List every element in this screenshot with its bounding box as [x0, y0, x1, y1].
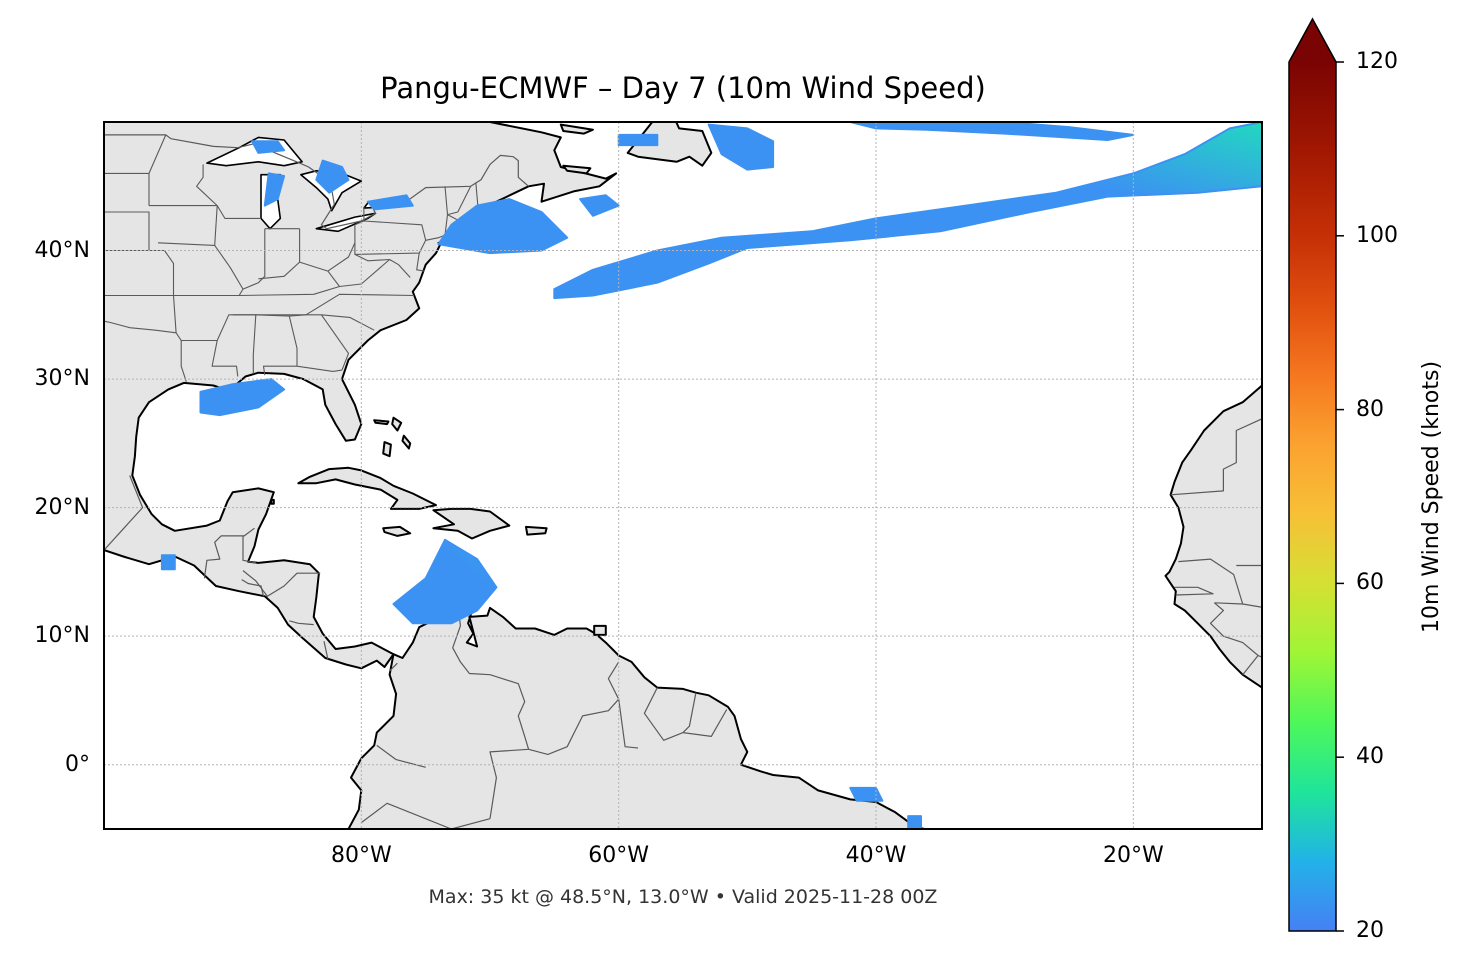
x-tick-label: 80°W [330, 843, 392, 868]
map-layers [104, 122, 1262, 829]
colorbar-label: 10m Wind Speed (knots) [1419, 360, 1444, 634]
pei-land [562, 164, 592, 175]
state-border [320, 314, 350, 371]
country-border [1242, 654, 1262, 676]
gridlines [104, 122, 1262, 829]
country-border [452, 612, 530, 819]
wind-patch-great-lakes-michigan [263, 172, 286, 207]
wind-patch-nova-scotia-patch [579, 194, 620, 217]
hispaniola-land [432, 507, 511, 540]
south-america-land [347, 605, 929, 829]
x-tick-label: 20°W [1102, 843, 1164, 868]
country-border [104, 134, 529, 230]
y-tick-label: 30°N [34, 366, 90, 392]
colorbar-extend-arrow [1289, 19, 1336, 62]
colorbar-gradient [1289, 62, 1336, 931]
country-border [104, 475, 144, 551]
wind-patch-north-atlantic-jet [553, 122, 1262, 300]
bahamas-eleuthera [401, 434, 412, 450]
y-tick-label: 40°N [34, 237, 90, 263]
colorbar-tick-label: 120 [1356, 49, 1398, 74]
colorbar-tick-label: 80 [1356, 396, 1384, 422]
state-border [296, 365, 343, 372]
country-border [376, 744, 426, 768]
wind-patch-great-lakes-superior [251, 140, 286, 154]
colorbar-tick-label: 40 [1356, 744, 1384, 770]
state-border [416, 253, 425, 272]
state-border [299, 224, 356, 272]
colorbar-tick-label: 60 [1356, 570, 1384, 596]
wind-patch-caribbean-low-level-jet [392, 538, 498, 625]
wind-patch-lake-erie-ontario [366, 194, 414, 211]
wind-patch-north-atlantic-upper-band [849, 122, 1135, 141]
country-border [203, 527, 255, 579]
bahamas-abaco [391, 416, 403, 432]
colorbar-tick-label: 20 [1356, 918, 1384, 943]
wind-patch-ne-brazil-patch [907, 815, 922, 829]
country-border [1209, 602, 1259, 656]
trinidad-land [593, 624, 607, 636]
y-tick-label: 10°N [34, 623, 90, 649]
country-border [289, 620, 314, 626]
cuba-land [297, 466, 437, 510]
bahamas-grand [373, 419, 390, 426]
jamaica-land [382, 525, 412, 537]
country-border [360, 802, 491, 829]
country-border [242, 535, 256, 564]
country-border [241, 579, 265, 597]
wind-patch-pacific-mexico-patch [160, 554, 176, 571]
wind-patch-amazon-delta-patch [849, 786, 884, 802]
chart-title: Pangu-ECMWF – Day 7 (10m Wind Speed) [380, 71, 986, 105]
state-border [149, 164, 218, 207]
country-border [1174, 586, 1214, 596]
max-wind-footer: Max: 35 kt @ 48.5°N, 13.0°W • Valid 2025… [428, 886, 938, 908]
country-border [528, 661, 620, 756]
state-border [104, 320, 177, 334]
y-tick-label: 0° [65, 751, 90, 777]
wind-patch-gulf-of-mexico-patch [199, 378, 286, 417]
x-tick-label: 40°W [845, 843, 907, 868]
country-border [1242, 603, 1262, 608]
newfoundland-land [626, 122, 713, 167]
country-border [242, 570, 321, 597]
wind-patch-cabot-strait-patch [617, 133, 659, 147]
country-border [618, 699, 639, 749]
wind-patch-newfoundland-patch [707, 123, 775, 171]
colorbar-tick-label: 100 [1356, 222, 1398, 248]
state-border [258, 228, 301, 280]
africa-land [1164, 297, 1262, 690]
country-border [1170, 418, 1262, 496]
wind-patch-great-lakes-huron [315, 159, 350, 194]
state-border [239, 285, 340, 297]
state-border [252, 314, 290, 374]
yucatan-cozumel [270, 498, 275, 505]
x-tick-label: 60°W [588, 843, 650, 868]
country-border [643, 687, 684, 741]
y-tick-label: 20°N [34, 494, 90, 520]
country-border [682, 692, 728, 738]
state-border [242, 228, 266, 290]
colorbar-outline [1288, 17, 1337, 932]
country-border [1178, 558, 1244, 605]
anticosti-land [559, 123, 594, 135]
state-border [306, 314, 375, 331]
puerto-rico-land [525, 525, 548, 536]
bahamas-andros [382, 441, 392, 458]
state-border [447, 186, 472, 216]
state-border [211, 314, 256, 377]
colorbar [1288, 17, 1344, 932]
country-border [389, 662, 398, 672]
country-border [323, 641, 329, 660]
state-border [216, 205, 261, 219]
map-frame [103, 121, 1263, 830]
state-border [262, 314, 307, 376]
